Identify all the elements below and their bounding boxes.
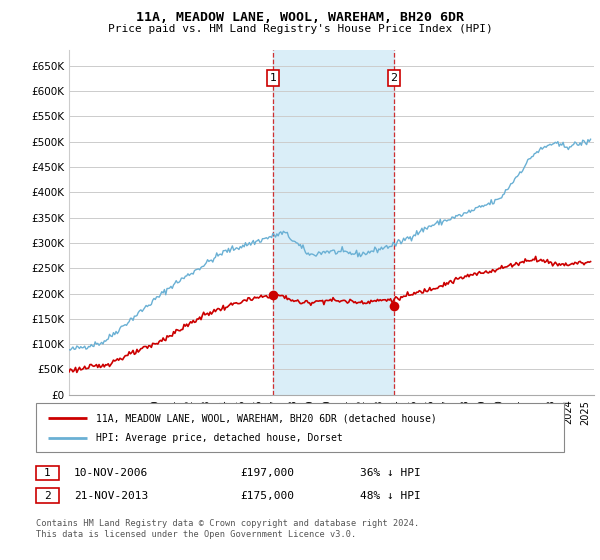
- Text: Contains HM Land Registry data © Crown copyright and database right 2024.
This d: Contains HM Land Registry data © Crown c…: [36, 519, 419, 539]
- Text: 10-NOV-2006: 10-NOV-2006: [74, 468, 148, 478]
- Text: 2: 2: [44, 491, 51, 501]
- Text: £197,000: £197,000: [240, 468, 294, 478]
- Text: 1: 1: [44, 468, 51, 478]
- Text: Price paid vs. HM Land Registry's House Price Index (HPI): Price paid vs. HM Land Registry's House …: [107, 24, 493, 34]
- Text: HPI: Average price, detached house, Dorset: HPI: Average price, detached house, Dors…: [96, 433, 343, 443]
- Text: 11A, MEADOW LANE, WOOL, WAREHAM, BH20 6DR: 11A, MEADOW LANE, WOOL, WAREHAM, BH20 6D…: [136, 11, 464, 24]
- Text: 48% ↓ HPI: 48% ↓ HPI: [360, 491, 421, 501]
- Text: 2: 2: [391, 73, 398, 83]
- Text: 1: 1: [269, 73, 277, 83]
- Bar: [273, 50, 394, 395]
- Text: 11A, MEADOW LANE, WOOL, WAREHAM, BH20 6DR (detached house): 11A, MEADOW LANE, WOOL, WAREHAM, BH20 6D…: [96, 413, 437, 423]
- Text: £175,000: £175,000: [240, 491, 294, 501]
- Text: 36% ↓ HPI: 36% ↓ HPI: [360, 468, 421, 478]
- Text: 21-NOV-2013: 21-NOV-2013: [74, 491, 148, 501]
